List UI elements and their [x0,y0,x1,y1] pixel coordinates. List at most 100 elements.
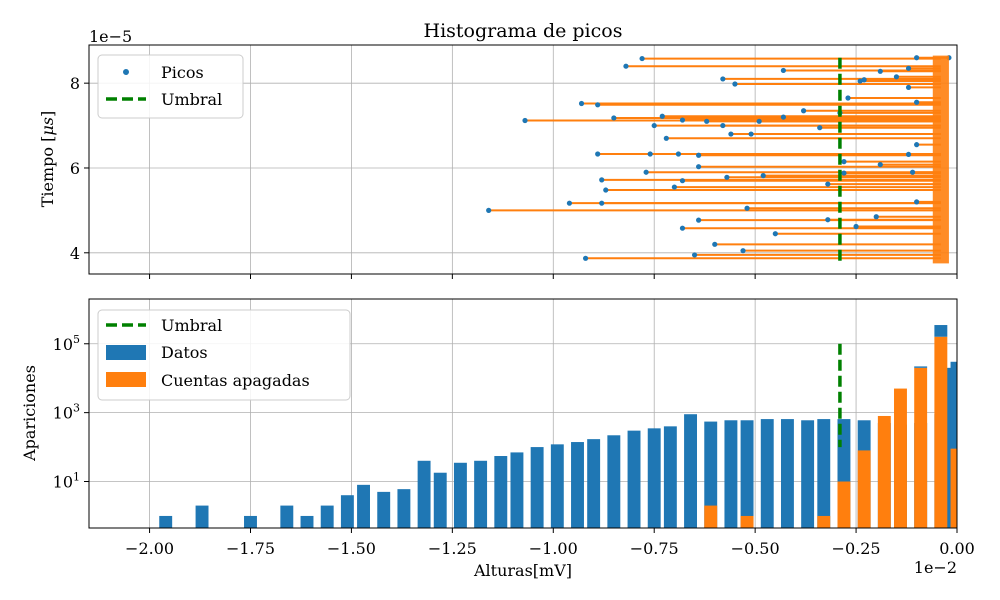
peak-point-57 [720,76,726,82]
top-ytick-label-2: 8 [70,74,80,93]
bar-1-8 [934,336,948,528]
peak-point-5 [679,225,686,231]
bar-0-15 [510,452,524,528]
top-peak-lines [488,56,949,260]
legend-label-umbral: Umbral [161,90,222,109]
bar-0-5 [320,505,334,528]
bottom-x-offset-text: 1e−2 [914,558,957,577]
peak-point-22 [841,170,847,176]
top-y-axis-label-close: ] [38,111,57,117]
peak-point-36 [748,131,754,137]
peak-point-56 [861,77,867,83]
peak-point-35 [728,131,734,137]
peak-point-52 [845,95,851,101]
bar-1-1 [740,515,754,528]
stack-top-0 [934,325,948,337]
bar-0-2 [244,515,257,528]
peak-point-55 [857,78,863,84]
bar-0-10 [417,460,431,528]
peak-point-16 [671,184,677,190]
bar-0-1 [195,505,209,528]
legend-marker-cuentas-apagadas [106,372,146,387]
peak-point-49 [595,102,601,108]
bar-0-25 [704,421,718,528]
bar-0-20 [607,435,621,528]
peak-point-39 [720,122,726,129]
bottom-xtick-label-3: −1.25 [428,539,477,558]
peak-point-34 [663,135,669,141]
peak-point-38 [651,122,657,129]
bottom-ytick-exponent-2: 5 [73,333,80,346]
bar-0-24 [684,414,698,528]
peak-point-42 [780,114,787,120]
peak-point-43 [611,115,617,121]
bottom-ytick-label-0: 101 [53,471,80,492]
peak-point-12 [744,205,750,211]
top-y-axis-label-text: Tiempo [ [38,136,57,208]
bottom-x-axis-label: Alturas[mV] [473,561,572,580]
bar-1-2 [817,515,831,528]
bar-0-30 [801,420,815,528]
peak-point-3 [712,241,718,247]
peak-point-6 [853,223,859,230]
peak-point-44 [522,117,528,124]
bottom-xtick-label-8: 0.00 [939,539,975,558]
peak-point-58 [893,74,900,80]
peak-point-13 [486,207,492,213]
peak-point-14 [914,199,920,205]
legend-marker-datos [106,345,146,360]
bar-0-6 [340,495,354,528]
bar-1-7 [914,367,928,528]
peak-point-31 [696,152,702,158]
peak-point-37 [817,125,823,131]
bottom-xtick-label-0: −2.00 [125,539,174,558]
bar-0-12 [453,462,467,528]
bottom-y-axis-label: Apariciones [20,365,39,462]
peak-cluster [932,55,949,264]
top-axes-frame [88,44,958,275]
peak-point-60 [877,68,883,74]
bar-0-31 [817,419,831,528]
peak-point-45 [679,117,686,123]
top-ytick-label-0: 4 [70,244,80,263]
bar-1-4 [857,450,871,528]
peak-point-7 [696,217,702,223]
peak-point-29 [647,151,653,157]
peak-point-32 [905,151,912,158]
peak-point-33 [914,142,920,148]
bottom-xtick-label-2: −1.50 [327,539,376,558]
peak-point-51 [914,99,920,105]
peak-point-25 [696,164,702,170]
chart-title: Histograma de picos [424,20,623,42]
bottom-xtick-label-6: −0.50 [731,539,780,558]
bottom-legend: Umbral Datos Cuentas apagadas [97,309,351,401]
bottom-xtick-label-1: −1.75 [226,539,275,558]
bottom-bars [159,325,957,528]
peak-point-40 [704,118,710,124]
bottom-panel: −2.00 −1.75 −1.50 −1.25 −1.00 −0.75 −0.50 −0.25… [20,298,975,580]
top-y-offset-text: 1e−5 [89,27,132,46]
bar-0-3 [280,505,294,528]
peak-point-61 [905,65,912,71]
peak-point-28 [595,151,601,157]
peak-point-0 [582,255,589,261]
peak-point-2 [740,248,746,254]
bar-0-14 [494,456,508,528]
peak-point-54 [732,81,738,87]
bar-0-11 [433,472,447,528]
top-ticks: 4 6 8 [70,74,958,279]
stack-top-1 [914,366,928,368]
peak-point-59 [780,67,787,74]
bar-0-13 [474,460,488,528]
peak-point-18 [599,177,605,183]
bar-1-5 [877,415,891,528]
peak-point-19 [679,178,686,184]
bar-1-6 [894,388,907,528]
top-legend-box [97,54,244,119]
bottom-ytick-label-2: 105 [53,333,80,354]
peak-point-23 [643,169,649,175]
peak-point-21 [760,173,766,179]
peak-point-4 [772,231,778,237]
bar-0-9 [397,489,411,528]
